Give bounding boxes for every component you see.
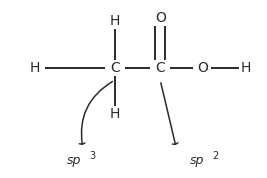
Text: O: O: [198, 61, 208, 75]
Text: H: H: [241, 61, 251, 75]
Text: O: O: [155, 11, 166, 25]
Text: H: H: [110, 14, 120, 28]
Text: 3: 3: [89, 151, 96, 161]
Text: H: H: [110, 107, 120, 121]
Text: C: C: [110, 61, 120, 75]
Text: sp: sp: [190, 154, 204, 167]
Text: sp: sp: [67, 154, 81, 167]
Text: H: H: [30, 61, 40, 75]
Text: C: C: [155, 61, 165, 75]
Text: 2: 2: [212, 151, 218, 161]
